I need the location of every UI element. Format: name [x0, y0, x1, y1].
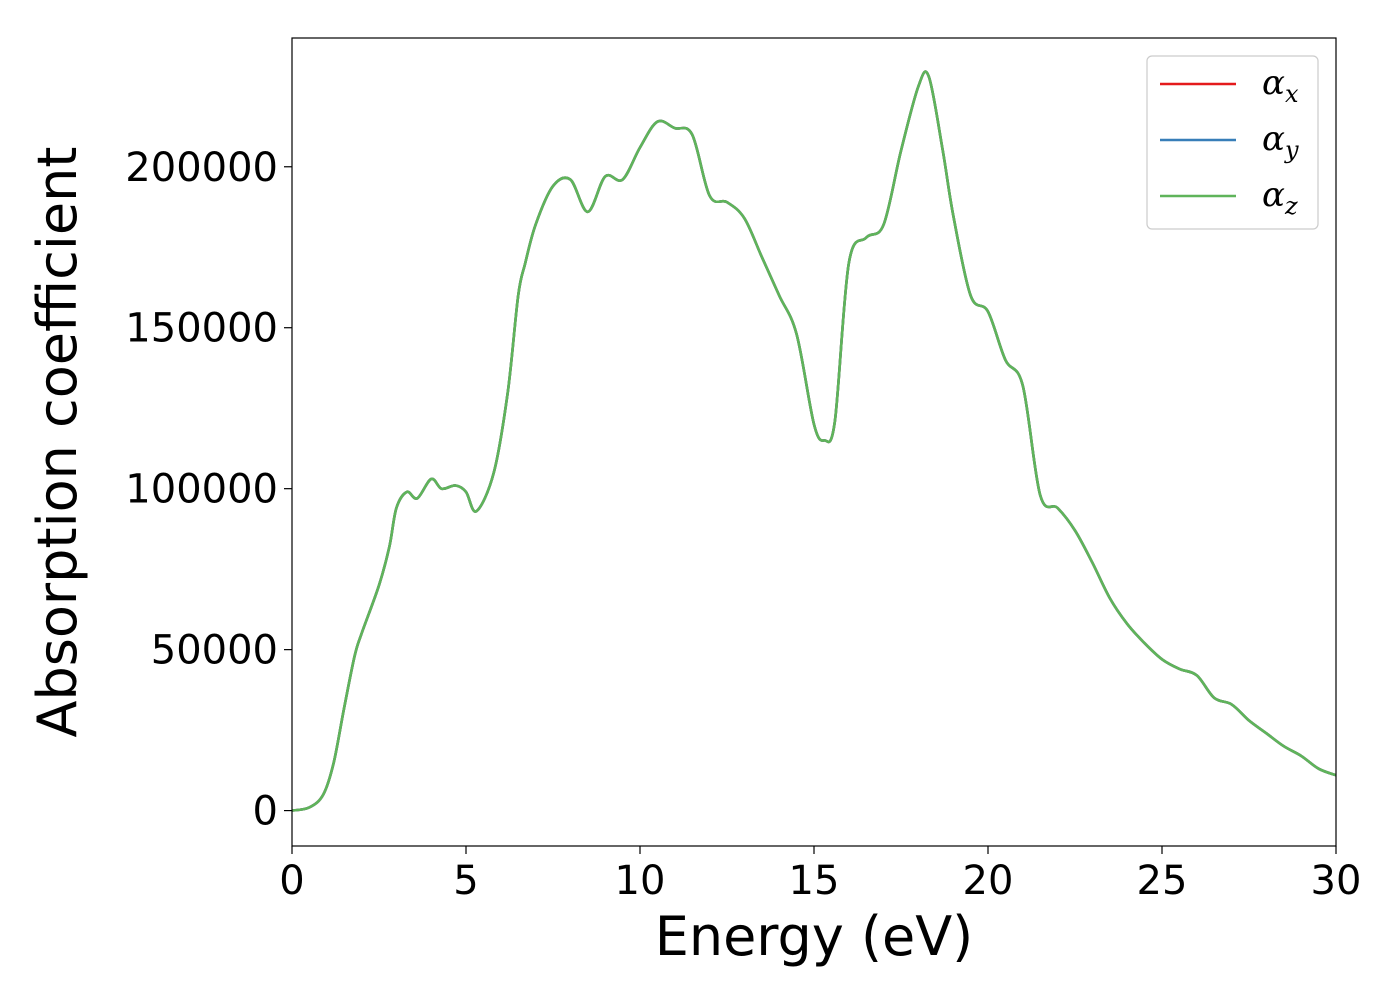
legend: αx αy αz — [1146, 55, 1319, 230]
x-tick-label: 25 — [1137, 858, 1188, 904]
x-tick-label: 0 — [279, 858, 304, 904]
y-tick-label: 150000 — [125, 306, 278, 352]
legend-label-y: αy — [1262, 119, 1299, 164]
y-tick-label: 200000 — [125, 145, 278, 191]
y-axis-label: Absorption coefficient — [26, 147, 89, 738]
series-line-z — [291, 70, 1337, 812]
y-tick-label: 100000 — [125, 467, 278, 513]
x-tick-label: 20 — [963, 858, 1014, 904]
legend-box — [1146, 55, 1319, 230]
legend-label-z: αz — [1262, 175, 1298, 220]
y-axis-ticks: 0 50000 100000 150000 200000 — [125, 145, 292, 835]
x-tick-label: 30 — [1311, 858, 1362, 904]
x-tick-label: 5 — [453, 858, 478, 904]
x-axis-label: Energy (eV) — [655, 905, 974, 968]
y-tick-label: 0 — [253, 789, 278, 835]
x-axis-ticks: 0 5 10 15 20 25 30 — [279, 846, 1361, 904]
y-tick-label: 50000 — [151, 628, 278, 674]
series-layer — [291, 70, 1337, 812]
legend-label-x: αx — [1262, 63, 1299, 108]
x-tick-label: 15 — [789, 858, 840, 904]
x-tick-label: 10 — [615, 858, 666, 904]
